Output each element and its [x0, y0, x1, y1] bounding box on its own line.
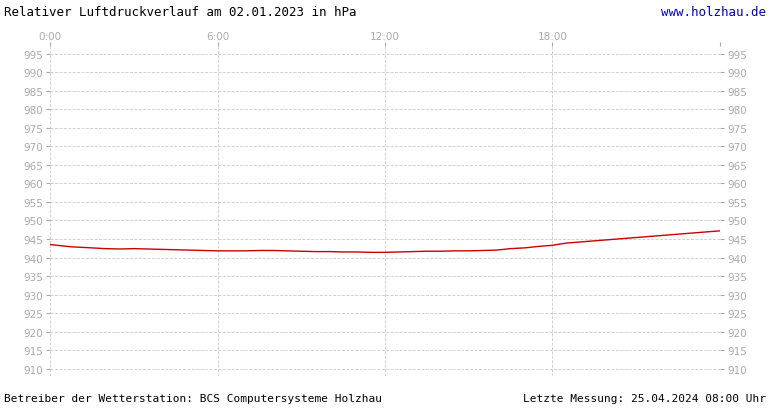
Text: Betreiber der Wetterstation: BCS Computersysteme Holzhau: Betreiber der Wetterstation: BCS Compute… [4, 393, 382, 403]
Text: Relativer Luftdruckverlauf am 02.01.2023 in hPa: Relativer Luftdruckverlauf am 02.01.2023… [4, 6, 357, 19]
Text: Letzte Messung: 25.04.2024 08:00 Uhr: Letzte Messung: 25.04.2024 08:00 Uhr [523, 393, 766, 403]
Text: www.holzhau.de: www.holzhau.de [661, 6, 766, 19]
